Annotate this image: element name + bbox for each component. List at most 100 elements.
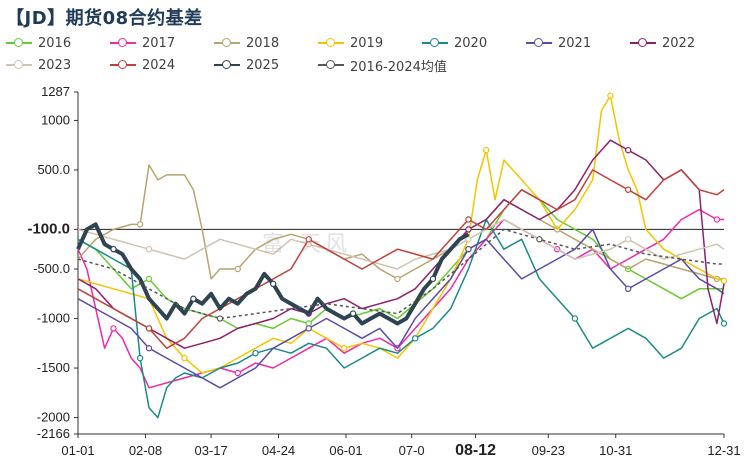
y-tick-label: -2166 — [37, 426, 70, 441]
watermark-text: 富 天风 — [262, 232, 351, 257]
series-point — [145, 345, 153, 352]
series-point — [305, 236, 312, 243]
series-point — [110, 245, 117, 253]
legend-label: 2021 — [558, 35, 592, 51]
series-point — [270, 280, 277, 288]
series-point — [136, 354, 144, 362]
series-point — [252, 349, 259, 357]
series-line-2017 — [77, 208, 724, 389]
series-line-2023 — [77, 218, 725, 270]
legend-item: 2018 — [214, 34, 279, 52]
y-tick-label: 1000 — [41, 112, 70, 127]
legend-label: 2022 — [662, 35, 696, 51]
legend-swatch — [318, 59, 344, 71]
series-line-2024 — [77, 169, 725, 349]
x-tick-label: 07-0 — [399, 443, 425, 458]
series-line-2020 — [77, 218, 725, 419]
x-tick-label: 10-31 — [599, 443, 632, 458]
series-point — [349, 310, 357, 317]
series-line-2021 — [77, 228, 725, 389]
legend-item: 2016 — [6, 34, 71, 52]
series-point — [145, 245, 153, 253]
series-point — [465, 216, 472, 223]
chart-title: 【JD】期货08合约基差 — [6, 8, 203, 29]
series-point — [624, 186, 632, 193]
series-point — [234, 369, 241, 377]
series-point — [341, 345, 348, 352]
series-point — [190, 295, 197, 302]
legend-swatch — [318, 37, 344, 49]
series-point — [482, 146, 490, 154]
y-tick-label: 500.0 — [37, 162, 70, 177]
legend-swatch — [6, 59, 32, 71]
series-point — [411, 335, 419, 342]
series-point — [571, 315, 579, 322]
series-point — [136, 221, 144, 228]
series-line-2018 — [77, 164, 724, 280]
y-tick-label: -2000 — [37, 410, 70, 425]
legend-item: 2019 — [318, 34, 383, 52]
legend-label: 2024 — [142, 57, 176, 73]
legend-label: 2023 — [38, 57, 72, 73]
series-point — [465, 245, 472, 253]
x-tick-label: 02-08 — [129, 443, 162, 458]
legend-swatch — [6, 37, 32, 49]
legend-item: 2017 — [110, 34, 175, 52]
series-point — [465, 226, 472, 233]
series-point — [145, 275, 153, 283]
series-point — [720, 320, 728, 327]
series-point — [181, 354, 188, 362]
series-point — [713, 216, 721, 223]
series-point — [607, 92, 614, 99]
series-point — [305, 325, 312, 332]
series-point — [624, 236, 632, 243]
y-tick-label: 1287 — [41, 84, 70, 99]
y-tick-label: -1500 — [37, 360, 70, 375]
x-tick-label: 08-12 — [455, 442, 496, 459]
series-point — [145, 325, 153, 332]
series-point — [624, 285, 632, 293]
legend-item: 2023 — [6, 56, 71, 74]
x-tick-label: 09-23 — [532, 443, 565, 458]
series-point — [216, 315, 224, 322]
series-point — [536, 236, 543, 243]
series-point — [465, 236, 472, 243]
legend-item: 2022 — [630, 34, 695, 52]
series-line-2019 — [77, 94, 725, 374]
x-tick-label: 04-24 — [262, 443, 295, 458]
legend-swatch — [630, 37, 656, 49]
legend-swatch — [422, 37, 448, 49]
legend-label: 2018 — [246, 35, 280, 51]
legend-item: 2016-2024均值 — [318, 56, 447, 75]
legend-label: 2017 — [142, 35, 176, 51]
legend-label: 2019 — [350, 35, 384, 51]
legend-label: 2020 — [454, 35, 488, 51]
legend-label: 2016 — [38, 35, 72, 51]
series-line-2022 — [77, 139, 725, 349]
legend-swatch — [110, 37, 136, 49]
series-point — [429, 275, 437, 283]
legend-label: 2025 — [246, 57, 280, 73]
series-point — [394, 275, 401, 283]
legend-swatch — [526, 37, 552, 49]
series-point — [624, 146, 632, 154]
legend-swatch — [110, 59, 136, 71]
chart-legend: 2016 2017 2018 2019 2020 2021 2022 2023 2024 2025… — [6, 34, 744, 78]
x-tick-label: 06-01 — [329, 443, 362, 458]
legend-item: 2021 — [526, 34, 591, 52]
x-tick-label: 12-31 — [707, 443, 740, 458]
legend-item: 2025 — [214, 56, 279, 74]
series-point — [110, 325, 117, 332]
legend-swatch — [214, 59, 240, 71]
legend-label: 2016-2024均值 — [350, 59, 447, 75]
legend-swatch — [214, 37, 240, 49]
legend-item: 2024 — [110, 56, 175, 74]
y-tick-label: -100.0 — [27, 220, 70, 237]
x-tick-label: 03-17 — [194, 443, 227, 458]
series-line-2016-2024均值 — [77, 228, 724, 320]
legend-item: 2020 — [422, 34, 487, 52]
series-point — [234, 265, 241, 273]
x-tick-label: 01-01 — [61, 443, 94, 458]
series-point — [720, 277, 728, 285]
